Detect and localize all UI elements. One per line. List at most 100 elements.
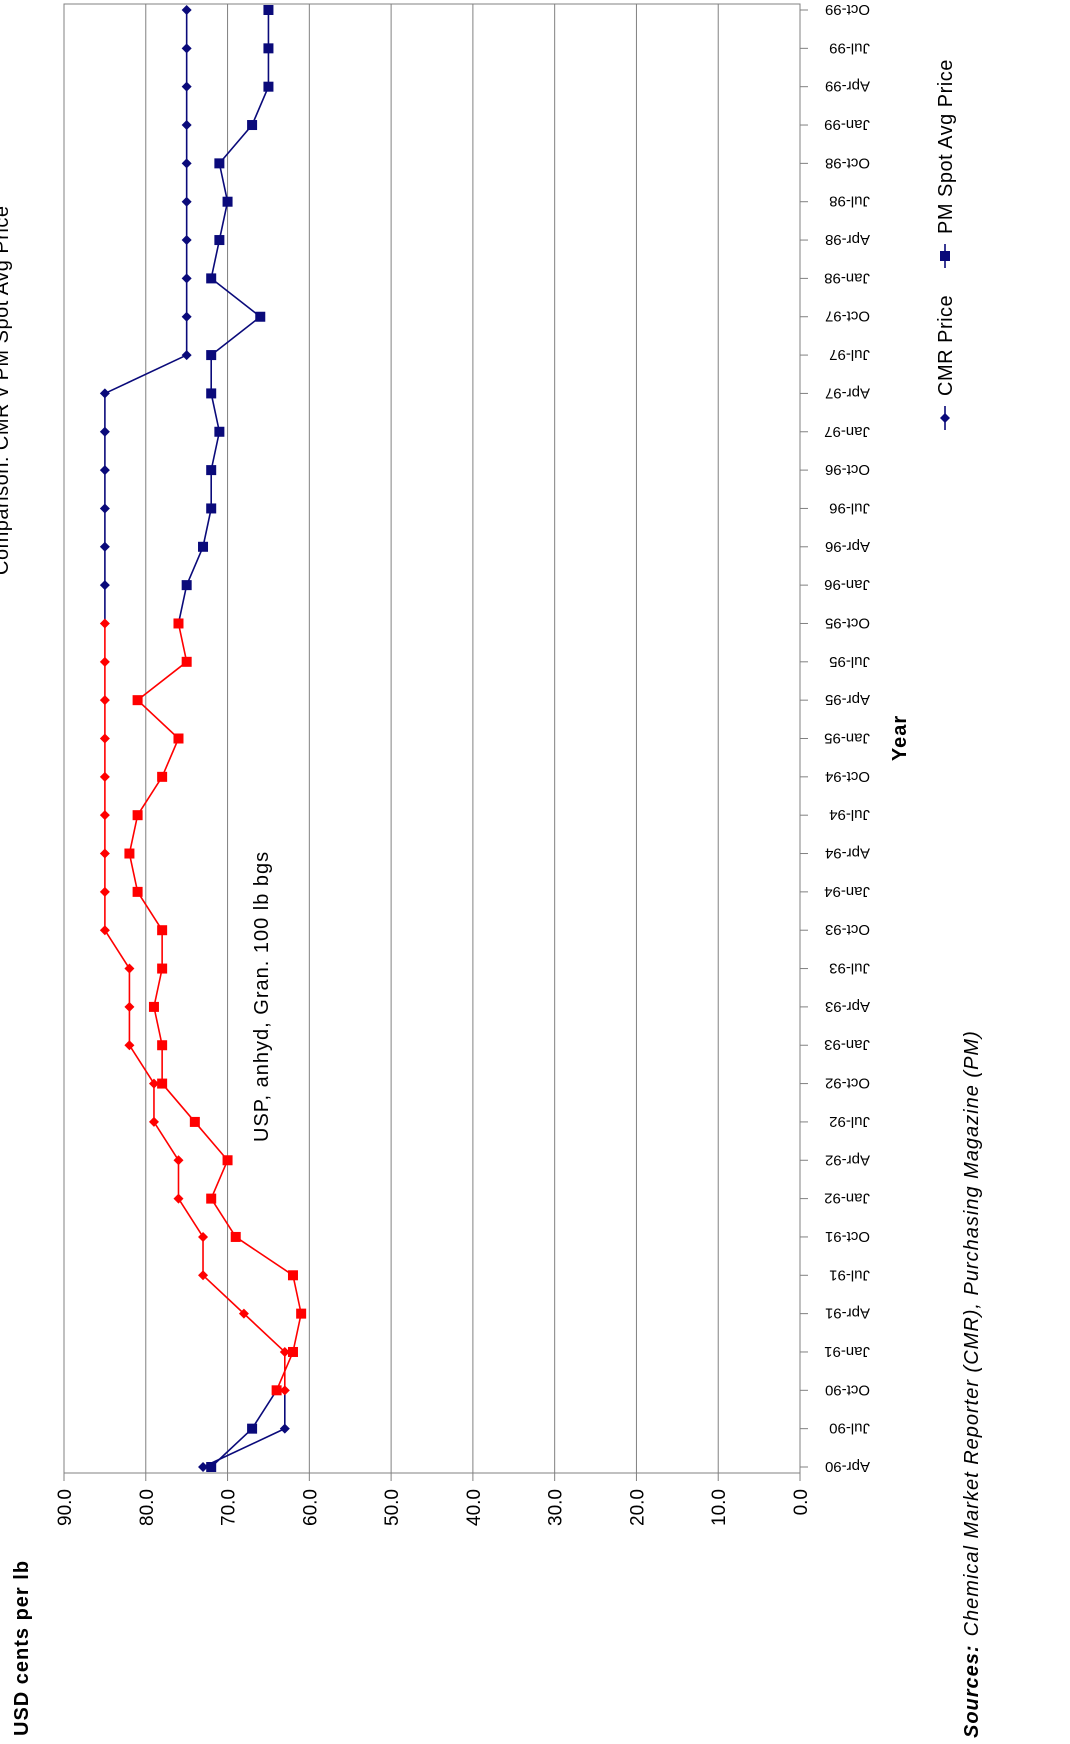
pm-spot-price-point <box>263 5 274 15</box>
x-tick-label: Apr-96 <box>825 538 870 555</box>
y-tick-label: 80.0 <box>137 1489 158 1526</box>
pm-spot-price-point <box>173 733 184 744</box>
series-segment <box>153 968 163 1008</box>
x-axis-ticks: Apr-90 Jul-90 Oct-90 Jan-91 Apr-91 Jul-91 Oct-… <box>800 1 870 1475</box>
series-segment <box>210 393 221 432</box>
x-tick-label: Oct-93 <box>825 921 870 938</box>
cmr-price-point <box>99 810 110 821</box>
series-segment <box>153 1006 163 1046</box>
pm-spot-price-point <box>206 388 217 399</box>
pm-spot-price-point <box>296 1308 307 1319</box>
series-segment <box>177 623 188 662</box>
series-segment <box>210 1198 237 1238</box>
y-tick-label: 90.0 <box>55 1489 76 1526</box>
series-segment <box>202 1274 245 1315</box>
series-segment <box>177 1198 204 1238</box>
cmr-price-point <box>940 413 950 423</box>
x-tick-label: Oct-94 <box>825 768 870 785</box>
x-tick-label: Oct-92 <box>825 1075 870 1092</box>
cmr-price-point <box>99 580 110 591</box>
y-tick-label: 40.0 <box>464 1489 485 1526</box>
pm-spot-price-point <box>181 656 192 667</box>
x-axis-title: Year <box>889 715 911 761</box>
cmr-price-point <box>181 43 192 54</box>
cmr-price-point <box>181 158 192 169</box>
x-tick-label: Oct-90 <box>825 1381 870 1398</box>
cmr-price-point <box>181 5 192 15</box>
pm-spot-price-point <box>148 1001 159 1012</box>
x-tick-label: Jan-98 <box>824 269 870 286</box>
cmr-price-point <box>279 1385 290 1396</box>
legend-item-cmr-price: CMR Price <box>935 295 957 430</box>
pm-spot-price-point <box>206 350 217 361</box>
x-tick-label: Jul-99 <box>829 39 870 56</box>
cmr-price-point <box>124 1001 135 1012</box>
cmr-price-point <box>198 1270 209 1281</box>
cmr-price-point <box>148 1116 159 1127</box>
x-tick-label: Apr-95 <box>825 691 870 708</box>
series-segment <box>218 163 229 202</box>
x-tick-label: Jul-98 <box>829 193 870 210</box>
chart-annotation: USP, anhyd, Gran. 100 lb bgs <box>251 851 273 1142</box>
series-segment <box>292 1275 302 1314</box>
legend-item-pm-spot-avg-price: PM Spot Avg Price <box>935 59 957 268</box>
cmr-price-point <box>99 848 110 859</box>
cmr-price-point <box>181 235 192 246</box>
cmr-price-point <box>181 196 192 207</box>
pm-spot-price-point <box>157 925 168 936</box>
series-segment <box>177 584 188 624</box>
sources-text: Chemical Market Reporter (CMR), Purchasi… <box>961 1030 983 1636</box>
cmr-price-point <box>148 1078 159 1089</box>
series-segment <box>275 1351 294 1391</box>
y-tick-label: 50.0 <box>382 1489 403 1526</box>
pm-spot-price-point <box>181 580 192 591</box>
pm-spot-price-point <box>247 120 258 131</box>
x-tick-label: Jan-91 <box>824 1343 870 1360</box>
cmr-price-point <box>99 503 110 514</box>
series-segment <box>153 1121 180 1161</box>
x-tick-label: Jan-95 <box>824 730 870 747</box>
pm-spot-price-point <box>124 848 135 859</box>
y-axis-ticks: 0.0 10.0 20.0 30.0 40.0 50.0 60.0 70.0 80.0 90.0 <box>55 1473 812 1526</box>
series-segment <box>251 1389 278 1430</box>
series-segment <box>185 546 204 586</box>
x-tick-label: Jul-92 <box>829 1113 870 1130</box>
series-segment <box>218 124 253 164</box>
x-tick-label: Oct-97 <box>825 308 870 325</box>
x-tick-label: Apr-97 <box>825 384 870 401</box>
x-tick-label: Jul-96 <box>829 499 870 516</box>
cmr-price-point <box>181 350 192 361</box>
cmr-price-point <box>279 1346 290 1357</box>
cmr-price-point <box>173 1155 184 1166</box>
series-cmr-price <box>99 5 290 1472</box>
pm-spot-price-point <box>222 196 233 207</box>
series-segment <box>210 1159 229 1199</box>
y-tick-label: 20.0 <box>627 1489 648 1526</box>
y-tick-label: 30.0 <box>546 1489 567 1526</box>
cmr-price-point <box>181 311 192 322</box>
x-tick-label: Jul-90 <box>829 1420 870 1437</box>
cmr-price-point <box>181 120 192 131</box>
pm-spot-price-point <box>157 771 168 782</box>
x-tick-label: Apr-91 <box>825 1305 870 1322</box>
x-tick-label: Jan-99 <box>824 116 870 133</box>
y-tick-label: 60.0 <box>300 1489 321 1526</box>
series-segment <box>194 1121 229 1161</box>
y-tick-label: 0.0 <box>791 1489 812 1515</box>
cmr-price-point <box>99 771 110 782</box>
series-segment <box>136 891 163 931</box>
cmr-price-point <box>279 1423 290 1434</box>
series-segment <box>128 815 139 854</box>
pm-spot-price-point <box>189 1116 200 1127</box>
cmr-price-point <box>198 1462 209 1472</box>
series-segment <box>251 86 270 126</box>
series-segment <box>104 354 188 395</box>
chart-title: Comparison: CMR v PM Spot Avg Price <box>0 206 13 575</box>
grid-lines <box>145 4 719 1473</box>
pm-spot-price-point <box>214 235 225 246</box>
x-tick-label: Apr-90 <box>825 1458 870 1475</box>
sources-label: Sources: <box>961 1644 983 1738</box>
y-axis-title: USD cents per lb <box>11 1560 33 1736</box>
series-segment <box>210 277 261 318</box>
pm-spot-price-point <box>263 43 274 54</box>
